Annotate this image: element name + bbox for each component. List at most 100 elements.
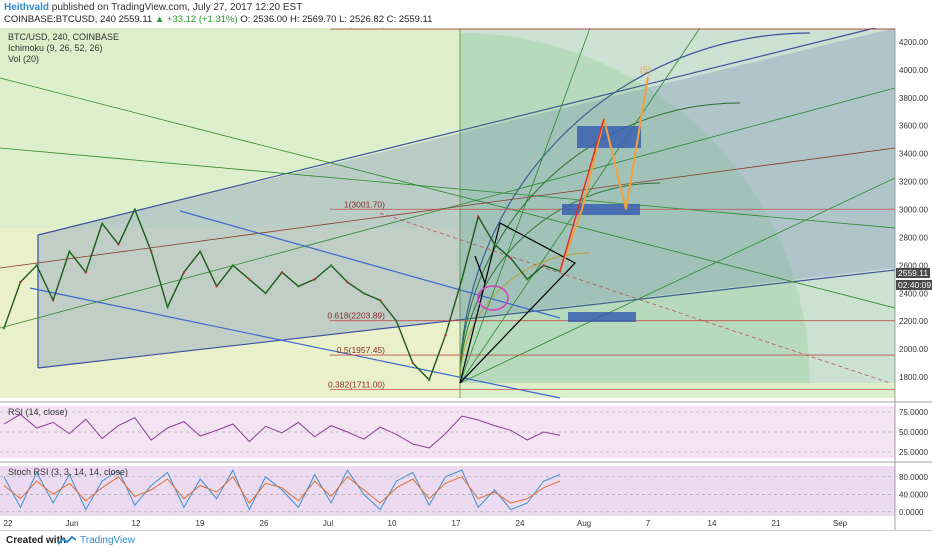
price-point bbox=[444, 333, 447, 337]
legend-main: BTC/USD, 240, COINBASE Ichimoku (9, 26, … bbox=[8, 32, 119, 65]
price-point bbox=[248, 278, 251, 281]
chart-svg[interactable]: 1.618(4292.40) 1(3001.70) 0.618(2203.89) 0.… bbox=[0, 19, 932, 530]
price-tick-label: 2000.00 bbox=[899, 345, 928, 354]
price-point bbox=[427, 378, 431, 382]
price-point bbox=[411, 361, 415, 365]
pane-tick-label: 0.0000 bbox=[899, 508, 924, 517]
price-tick-label: 3000.00 bbox=[899, 206, 928, 215]
fan-line-4 bbox=[0, 87, 896, 329]
price-point bbox=[35, 264, 38, 267]
price-point bbox=[493, 243, 496, 246]
stoch-series bbox=[3, 469, 561, 511]
price-tick-label: 4000.00 bbox=[899, 66, 928, 75]
legend-volume: Vol (20) bbox=[8, 54, 40, 64]
price-point bbox=[100, 222, 104, 225]
fib-level-label: 0.382(1711.00) bbox=[328, 379, 385, 389]
time-tick-label: 17 bbox=[452, 519, 461, 528]
price-point bbox=[313, 278, 316, 281]
rsi-axis: 75.0000 50.0000 25.0000 bbox=[0, 408, 928, 457]
price-point bbox=[231, 264, 235, 267]
target-box-2 bbox=[562, 204, 640, 215]
pane-tick-label: 25.0000 bbox=[899, 448, 928, 457]
stoch-d-line bbox=[3, 476, 561, 504]
channel-upper bbox=[37, 22, 896, 236]
price-axis: 4200.00 4000.00 3800.00 3600.00 3400.00 3200.… bbox=[899, 38, 928, 382]
price-point bbox=[395, 320, 398, 323]
price-tick-label: 2600.00 bbox=[899, 261, 928, 270]
low-value: L: 2526.82 bbox=[339, 14, 384, 25]
price-tick-label: 1800.00 bbox=[899, 373, 928, 382]
yellow-zone bbox=[0, 228, 460, 398]
stoch-axis: 80.0000 40.0000 0.0000 bbox=[0, 473, 928, 517]
legend-symbol: BTC/USD, 240, COINBASE bbox=[8, 32, 120, 42]
last-price-tag: 2559.11 bbox=[896, 268, 931, 278]
price-point bbox=[19, 280, 22, 284]
legend-rsi: RSI (14, close) bbox=[8, 407, 68, 417]
price-point bbox=[346, 280, 349, 284]
last-price: 2559.11 bbox=[118, 14, 153, 25]
highlight-ellipse bbox=[477, 285, 509, 311]
price-point bbox=[149, 250, 153, 253]
fib-level-label: 0.618(2203.89) bbox=[327, 311, 385, 321]
price-tick-label: 3800.00 bbox=[899, 94, 928, 103]
price-point bbox=[182, 271, 186, 274]
author-link[interactable]: Heithvald bbox=[4, 2, 50, 13]
legend-stoch: Stoch RSI (3, 3, 14, 14, close) bbox=[8, 467, 129, 477]
ohlc-line: COINBASE:BTCUSD, 240 2559.11 ▲ +33.12 (+… bbox=[4, 14, 432, 25]
price-point bbox=[51, 299, 55, 302]
pane-tick-label: 75.0000 bbox=[899, 408, 928, 417]
close-value: C: 2559.11 bbox=[386, 14, 433, 25]
chart-area[interactable]: 1.618(4292.40) 1(3001.70) 0.618(2203.89) 0.… bbox=[0, 19, 932, 530]
created-with-label: Created with bbox=[6, 535, 67, 546]
price-point bbox=[362, 292, 365, 295]
time-tag: 02:40:09 bbox=[896, 280, 932, 290]
blue-zone bbox=[460, 28, 895, 383]
time-tick-label: Sep bbox=[833, 519, 848, 528]
legend-ichimoku: Ichimoku (9, 26, 52, 26) bbox=[8, 43, 103, 53]
fan-line-1 bbox=[0, 77, 896, 309]
time-tick-label: 21 bbox=[772, 519, 781, 528]
pane-tick-label: 80.0000 bbox=[899, 473, 928, 482]
price-point bbox=[199, 250, 202, 253]
projection-red-line bbox=[559, 118, 605, 272]
price-point bbox=[166, 306, 169, 309]
time-tick-label: 14 bbox=[708, 519, 717, 528]
price-tick-label: 3200.00 bbox=[899, 178, 928, 187]
time-tick-label: Jul bbox=[323, 519, 333, 528]
stoch-k-line bbox=[3, 469, 561, 511]
fan-arc-3 bbox=[459, 182, 661, 384]
price-tick-label: 3400.00 bbox=[899, 150, 928, 159]
price-point bbox=[477, 215, 480, 218]
fan-line-5 bbox=[459, 177, 896, 384]
price-point bbox=[378, 299, 382, 302]
fib-level-label: 1(3001.70) bbox=[344, 199, 385, 209]
fib-level-label: 0.5(1957.45) bbox=[337, 345, 385, 355]
fan-arc-1 bbox=[459, 32, 811, 384]
dashed-trend bbox=[379, 212, 891, 384]
header: Heithvald published on TradingView.com, … bbox=[0, 0, 932, 28]
price-tick-label: 4200.00 bbox=[899, 38, 928, 47]
price-point bbox=[526, 278, 529, 281]
price-point bbox=[84, 271, 87, 274]
price-point bbox=[509, 257, 513, 260]
time-tick-label: Jun bbox=[66, 519, 79, 528]
time-tick-label: 10 bbox=[388, 519, 397, 528]
price-point bbox=[542, 264, 545, 267]
price-point bbox=[297, 285, 300, 288]
symbol-label: COINBASE:BTCUSD, 240 bbox=[4, 14, 116, 25]
price-point bbox=[264, 292, 267, 295]
price-point bbox=[117, 243, 120, 246]
time-tick-label: 24 bbox=[516, 519, 525, 528]
time-tick-label: 12 bbox=[132, 519, 141, 528]
tradingview-brand[interactable]: TradingView bbox=[80, 535, 136, 546]
time-tick-label: 19 bbox=[196, 519, 205, 528]
price-point bbox=[460, 278, 464, 281]
channel-lower bbox=[37, 269, 896, 369]
time-axis: 22 Jun 12 19 26 Jul 10 17 24 Aug 7 14 21 Sep bbox=[4, 519, 848, 528]
time-tick-label: 22 bbox=[4, 519, 13, 528]
price-series bbox=[2, 207, 562, 382]
descending-line bbox=[179, 210, 561, 319]
publish-line: Heithvald published on TradingView.com, … bbox=[4, 2, 302, 13]
time-tick-label: 26 bbox=[260, 519, 269, 528]
price-point bbox=[329, 264, 333, 267]
